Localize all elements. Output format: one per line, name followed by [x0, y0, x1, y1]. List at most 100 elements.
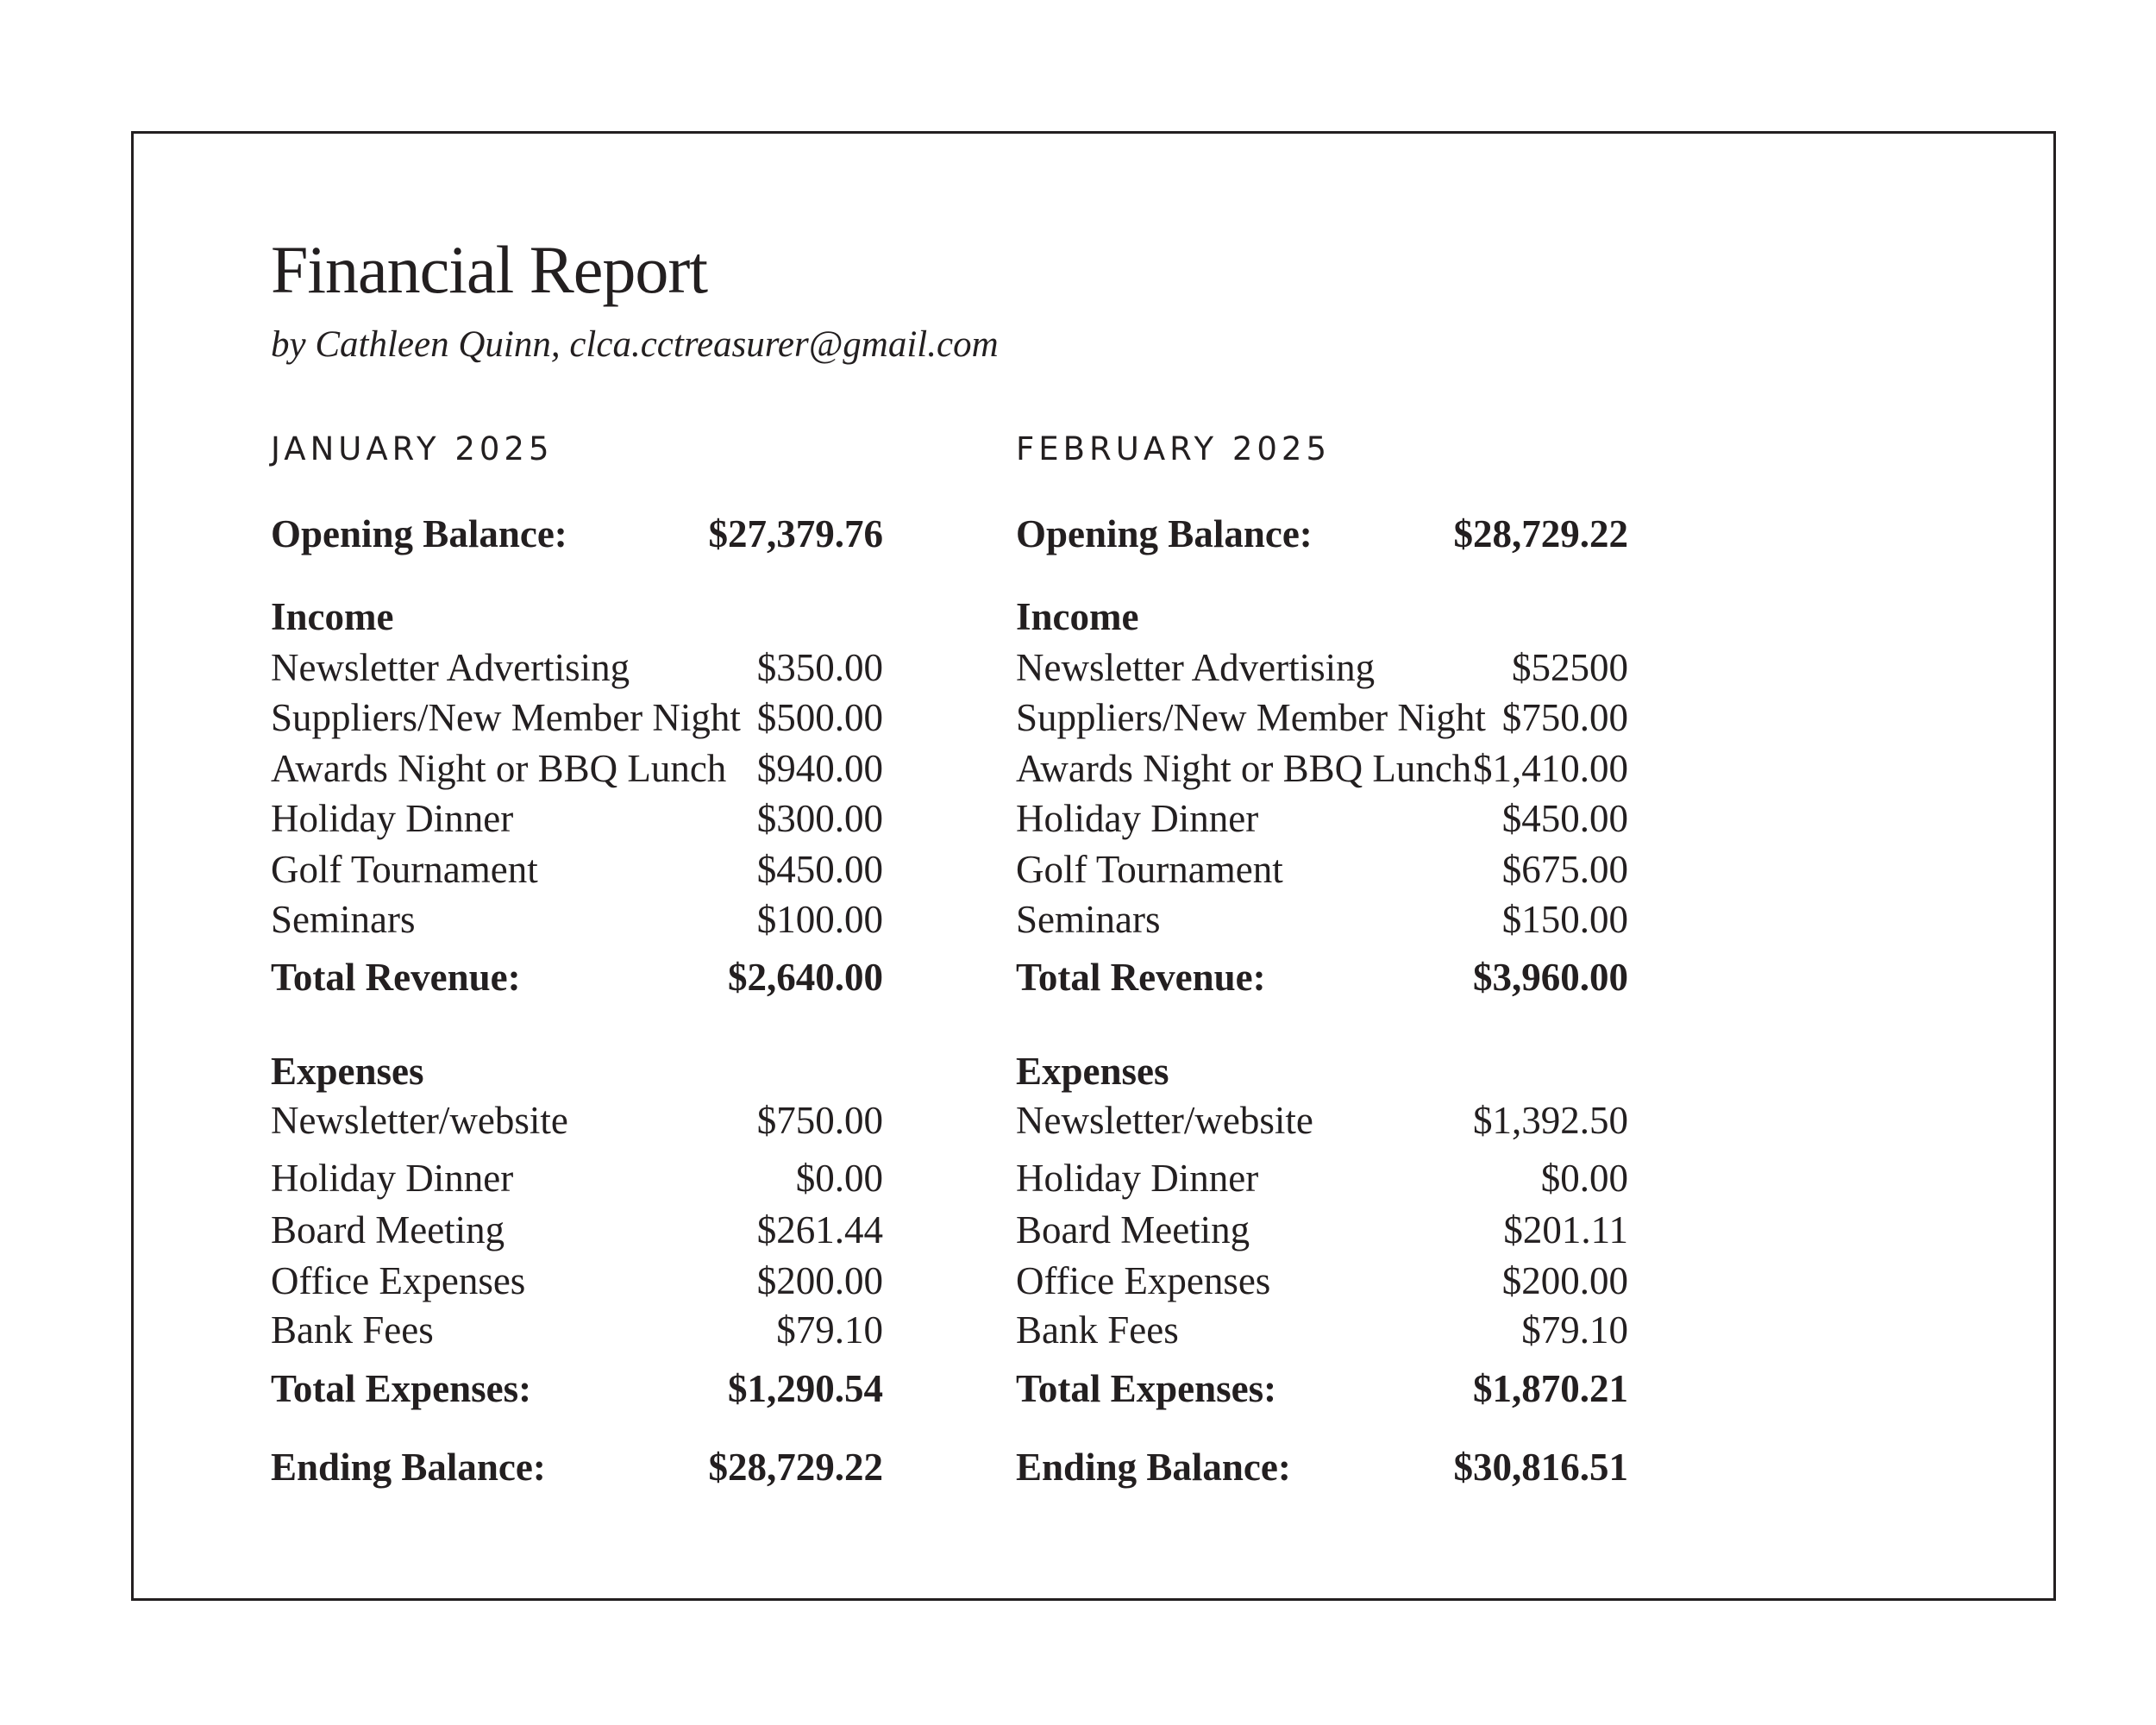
- expense-item: Office Expenses $200.00: [1016, 1256, 1628, 1306]
- income-item: Seminars $150.00: [1016, 894, 1628, 944]
- total-revenue: Total Revenue: $3,960.00: [1016, 952, 1628, 1002]
- total-expenses-value: $1,870.21: [1473, 1367, 1628, 1410]
- expense-item-label: Holiday Dinner: [271, 1157, 514, 1200]
- expense-item-value: $0.00: [1540, 1157, 1628, 1200]
- expense-item-value: $201.11: [1503, 1208, 1628, 1251]
- income-item-label: Newsletter Advertising: [1016, 646, 1376, 689]
- income-item-value: $940.00: [756, 747, 883, 790]
- expense-item: Holiday Dinner $0.00: [271, 1153, 883, 1203]
- income-item-label: Suppliers/New Member Night: [271, 696, 741, 739]
- expense-item-label: Newsletter/website: [271, 1099, 568, 1142]
- expense-item-value: $1,392.50: [1473, 1099, 1628, 1142]
- expense-item-value: $200.00: [1501, 1259, 1628, 1302]
- income-item-value: $500.00: [756, 696, 883, 739]
- ending-balance-value: $28,729.22: [708, 1446, 884, 1489]
- report-border: [131, 131, 2056, 1601]
- opening-balance: Opening Balance: $27,379.76: [271, 509, 883, 559]
- expense-item: Newsletter/website $750.00: [271, 1095, 883, 1145]
- expense-item-value: $79.10: [1521, 1308, 1628, 1352]
- byline: by Cathleen Quinn, clca.cctreasurer@gmai…: [271, 324, 999, 365]
- expense-item-label: Bank Fees: [271, 1308, 434, 1352]
- income-heading: Income: [1016, 595, 1139, 638]
- income-item-value: $450.00: [756, 848, 883, 891]
- ending-balance-label: Ending Balance:: [271, 1446, 546, 1489]
- expense-item-label: Office Expenses: [271, 1259, 526, 1302]
- expense-item: Bank Fees $79.10: [1016, 1305, 1628, 1355]
- income-item: Awards Night or BBQ Lunch $1,410.00: [1016, 743, 1628, 794]
- income-item: Golf Tournament $450.00: [271, 844, 883, 894]
- income-item-value: $1,410.00: [1473, 747, 1628, 790]
- income-item: Suppliers/New Member Night $750.00: [1016, 693, 1628, 743]
- expense-item-value: $79.10: [776, 1308, 883, 1352]
- income-item-label: Awards Night or BBQ Lunch: [1016, 747, 1472, 790]
- expense-item: Bank Fees $79.10: [271, 1305, 883, 1355]
- expense-item: Board Meeting $261.44: [271, 1205, 883, 1255]
- income-item: Newsletter Advertising $52500: [1016, 643, 1628, 693]
- income-item-label: Suppliers/New Member Night: [1016, 696, 1486, 739]
- income-item-label: Golf Tournament: [271, 848, 538, 891]
- income-item-label: Holiday Dinner: [271, 797, 514, 840]
- total-revenue-label: Total Revenue:: [271, 956, 521, 999]
- total-revenue-value: $3,960.00: [1473, 956, 1628, 999]
- total-revenue-value: $2,640.00: [728, 956, 883, 999]
- total-expenses: Total Expenses: $1,870.21: [1016, 1364, 1628, 1414]
- expenses-heading: Expenses: [271, 1050, 424, 1093]
- ending-balance-value: $30,816.51: [1453, 1446, 1629, 1489]
- month-column: FEBRUARY 2025 Opening Balance: $28,729.2…: [1016, 0, 1628, 1725]
- expense-item: Newsletter/website $1,392.50: [1016, 1095, 1628, 1145]
- opening-balance-value: $27,379.76: [708, 512, 884, 555]
- total-expenses-label: Total Expenses:: [271, 1367, 532, 1410]
- expense-item-label: Board Meeting: [1016, 1208, 1250, 1251]
- income-item-label: Seminars: [1016, 898, 1161, 941]
- opening-balance-label: Opening Balance:: [1016, 512, 1313, 555]
- income-item-label: Seminars: [271, 898, 416, 941]
- expense-item-label: Office Expenses: [1016, 1259, 1271, 1302]
- expense-item: Board Meeting $201.11: [1016, 1205, 1628, 1255]
- income-item: Holiday Dinner $450.00: [1016, 794, 1628, 844]
- expense-item-value: $200.00: [756, 1259, 883, 1302]
- total-expenses-label: Total Expenses:: [1016, 1367, 1277, 1410]
- opening-balance: Opening Balance: $28,729.22: [1016, 509, 1628, 559]
- income-item: Golf Tournament $675.00: [1016, 844, 1628, 894]
- income-item-value: $100.00: [756, 898, 883, 941]
- expense-item-label: Board Meeting: [271, 1208, 505, 1251]
- income-item: Seminars $100.00: [271, 894, 883, 944]
- ending-balance: Ending Balance: $28,729.22: [271, 1442, 883, 1492]
- income-item-value: $350.00: [756, 646, 883, 689]
- expense-item: Holiday Dinner $0.00: [1016, 1153, 1628, 1203]
- income-item-label: Holiday Dinner: [1016, 797, 1259, 840]
- total-expenses: Total Expenses: $1,290.54: [271, 1364, 883, 1414]
- income-item: Holiday Dinner $300.00: [271, 794, 883, 844]
- income-item-label: Awards Night or BBQ Lunch: [271, 747, 727, 790]
- income-item: Newsletter Advertising $350.00: [271, 643, 883, 693]
- expense-item-value: $750.00: [756, 1099, 883, 1142]
- income-item: Awards Night or BBQ Lunch $940.00: [271, 743, 883, 794]
- income-item-label: Newsletter Advertising: [271, 646, 630, 689]
- month-heading: JANUARY 2025: [271, 430, 554, 467]
- expense-item-label: Holiday Dinner: [1016, 1157, 1259, 1200]
- income-item: Suppliers/New Member Night $500.00: [271, 693, 883, 743]
- expense-item-label: Newsletter/website: [1016, 1099, 1313, 1142]
- income-item-value: $300.00: [756, 797, 883, 840]
- opening-balance-value: $28,729.22: [1453, 512, 1629, 555]
- ending-balance: Ending Balance: $30,816.51: [1016, 1442, 1628, 1492]
- total-expenses-value: $1,290.54: [728, 1367, 883, 1410]
- report-title: Financial Report: [271, 232, 708, 307]
- opening-balance-label: Opening Balance:: [271, 512, 567, 555]
- income-item-value: $675.00: [1501, 848, 1628, 891]
- expenses-heading: Expenses: [1016, 1050, 1169, 1093]
- total-revenue-label: Total Revenue:: [1016, 956, 1266, 999]
- expense-item-label: Bank Fees: [1016, 1308, 1179, 1352]
- expense-item-value: $261.44: [756, 1208, 883, 1251]
- income-item-label: Golf Tournament: [1016, 848, 1283, 891]
- month-heading: FEBRUARY 2025: [1016, 430, 1332, 467]
- expense-item-value: $0.00: [795, 1157, 883, 1200]
- ending-balance-label: Ending Balance:: [1016, 1446, 1291, 1489]
- income-item-value: $150.00: [1501, 898, 1628, 941]
- expense-item: Office Expenses $200.00: [271, 1256, 883, 1306]
- income-item-value: $750.00: [1501, 696, 1628, 739]
- month-column: JANUARY 2025 Opening Balance: $27,379.76…: [271, 0, 883, 1725]
- income-heading: Income: [271, 595, 394, 638]
- income-item-value: $450.00: [1501, 797, 1628, 840]
- total-revenue: Total Revenue: $2,640.00: [271, 952, 883, 1002]
